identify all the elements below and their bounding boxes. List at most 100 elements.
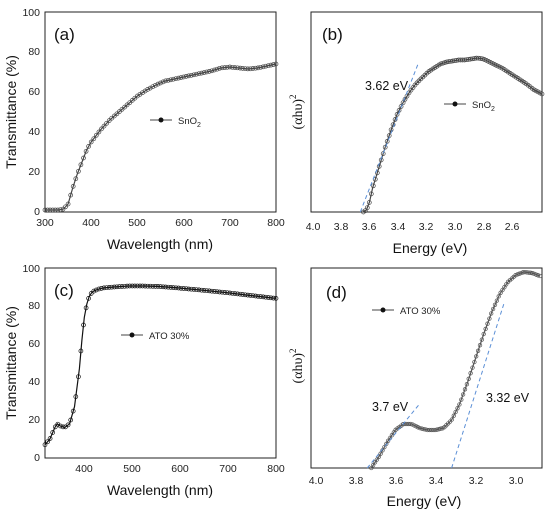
panel-a-xtick: 800 xyxy=(267,217,285,229)
data-point xyxy=(242,292,248,298)
data-point xyxy=(398,104,404,109)
data-point xyxy=(235,65,240,71)
data-point xyxy=(368,191,374,197)
data-point xyxy=(96,286,102,292)
panel-c-ytick: 60 xyxy=(28,338,40,350)
panel-a: 300 400 500 600 700 800 0 20 40 60 80 10… xyxy=(3,7,285,252)
data-point xyxy=(78,162,84,168)
panel-c: 400 500 600 700 800 0 20 40 60 80 100 Wa… xyxy=(3,263,285,498)
panel-b-legend: SnO2 xyxy=(444,100,495,113)
data-point xyxy=(212,67,217,73)
data-point xyxy=(232,65,238,70)
data-point xyxy=(230,64,235,70)
data-point xyxy=(163,284,168,290)
data-point xyxy=(188,72,194,78)
data-point xyxy=(196,287,202,293)
data-point xyxy=(191,287,197,292)
data-point xyxy=(181,74,186,80)
panel-b-xlabel: Energy (eV) xyxy=(393,240,468,256)
panel-c-ytick: 100 xyxy=(22,263,40,275)
data-point xyxy=(496,294,501,299)
data-point xyxy=(235,291,240,297)
data-point xyxy=(150,283,156,289)
data-point xyxy=(191,72,197,78)
data-point xyxy=(247,293,253,298)
panel-b-xtick: 3.4 xyxy=(391,221,406,233)
data-point xyxy=(178,285,184,291)
data-point xyxy=(258,294,263,299)
data-point xyxy=(109,284,115,290)
data-point xyxy=(263,63,269,69)
data-point xyxy=(217,289,222,295)
data-point xyxy=(462,387,468,392)
panel-d-xlabel: Energy (eV) xyxy=(387,493,462,509)
data-point xyxy=(222,65,228,70)
panel-a-xtick: 500 xyxy=(128,217,146,229)
data-point xyxy=(132,283,138,289)
data-point xyxy=(81,322,86,328)
data-point xyxy=(117,284,122,289)
data-point xyxy=(52,424,58,430)
data-point xyxy=(265,295,271,300)
data-point xyxy=(104,285,109,291)
data-point xyxy=(129,283,135,289)
panel-b-legend-label: SnO2 xyxy=(472,100,495,113)
data-point xyxy=(165,77,171,83)
panel-c-xtick: 500 xyxy=(123,463,141,475)
data-point xyxy=(451,413,456,418)
data-point xyxy=(145,283,151,289)
data-point xyxy=(170,285,176,290)
data-point xyxy=(83,148,89,154)
panel-b-annotation: 3.62 eV xyxy=(365,79,409,93)
data-point xyxy=(122,283,127,289)
tangent-line xyxy=(451,303,505,469)
data-point xyxy=(127,100,133,106)
data-point xyxy=(163,78,168,84)
panel-b-xtick: 2.6 xyxy=(505,221,520,233)
data-point xyxy=(237,291,243,297)
data-point xyxy=(63,204,68,210)
panel-c-ytick: 40 xyxy=(28,376,40,388)
panel-d-xtick: 3.0 xyxy=(509,475,524,487)
data-point xyxy=(176,75,181,81)
data-point xyxy=(206,288,212,294)
panel-d-legend-marker xyxy=(380,307,386,313)
panel-a-legend-label: SnO2 xyxy=(178,116,201,129)
data-point xyxy=(99,126,104,132)
panel-d-plot xyxy=(366,269,543,471)
data-point xyxy=(101,285,107,291)
data-point xyxy=(47,436,53,441)
data-point xyxy=(392,117,398,122)
data-point xyxy=(457,402,462,407)
data-point xyxy=(150,84,156,90)
data-point xyxy=(214,66,220,72)
data-point xyxy=(201,288,207,293)
data-point xyxy=(199,287,204,293)
panel-a-ytick: 80 xyxy=(28,46,40,58)
panel-d-annotation-1: 3.7 eV xyxy=(372,400,409,414)
data-point xyxy=(253,65,258,71)
data-point xyxy=(99,286,104,291)
data-point xyxy=(153,284,158,289)
data-point xyxy=(68,417,74,423)
data-point xyxy=(520,270,526,275)
data-point xyxy=(147,283,153,289)
data-point xyxy=(42,207,48,213)
data-point xyxy=(273,296,279,301)
data-point xyxy=(196,71,202,77)
data-point xyxy=(479,337,485,342)
data-point xyxy=(382,444,387,450)
panel-d-x-ticks: 4.0 3.8 3.6 3.4 3.2 3.0 xyxy=(309,475,524,487)
panel-d-xtick: 3.4 xyxy=(429,475,444,487)
data-point xyxy=(145,87,151,92)
panel-a-legend-marker xyxy=(158,117,164,123)
panel-d-ylabel: (αhυ)2 xyxy=(288,348,306,383)
data-point xyxy=(137,283,143,289)
data-point xyxy=(455,406,460,411)
data-point xyxy=(106,285,112,290)
data-point xyxy=(477,343,483,348)
panel-d-xtick: 3.8 xyxy=(349,475,364,487)
panel-a-label: (a) xyxy=(54,25,75,44)
data-point xyxy=(230,290,235,296)
panel-c-x-ticks: 400 500 600 700 800 xyxy=(75,463,285,475)
